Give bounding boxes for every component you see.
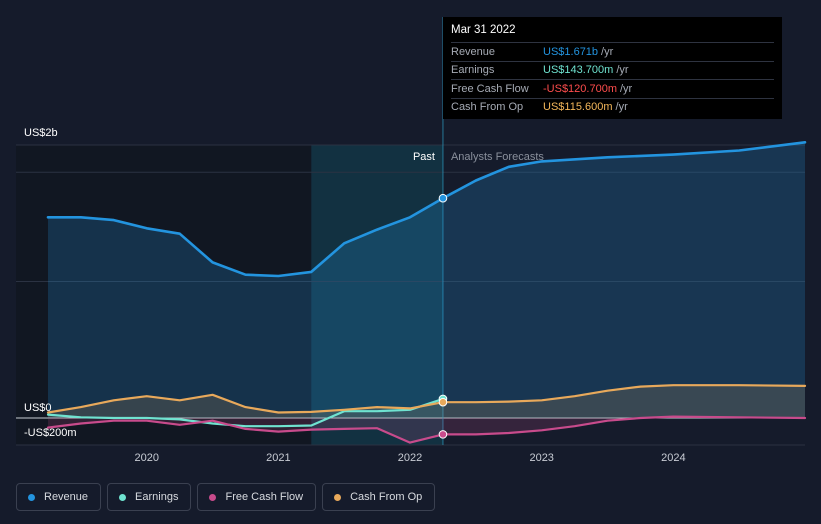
tooltip-label: Free Cash Flow (451, 82, 529, 95)
y-label-top: US$2b (24, 127, 58, 139)
tooltip-label: Cash From Op (451, 101, 524, 114)
tooltip-value: US$1.671b (543, 45, 599, 58)
tooltip-value: -US$120.700m (543, 82, 617, 95)
cash-from-op-line (46, 384, 807, 414)
cash-from-op-marker (438, 397, 448, 407)
x-tick-label: 2022 (398, 452, 422, 464)
tooltip-label: Revenue (451, 45, 496, 58)
earnings-line (46, 397, 445, 428)
legend-item-free-cash-flow[interactable]: Free Cash Flow (197, 483, 317, 511)
tooltip-row-cash-from-op: Cash From Op US$115.600m /yr (451, 97, 774, 117)
past-label: Past (413, 151, 435, 163)
tooltip-value: US$115.600m (543, 101, 613, 114)
legend-label: Cash From Op (350, 491, 423, 503)
tooltip: Mar 31 2022 Revenue US$1.671b /yr Earnin… (443, 17, 782, 119)
x-tick-label: 2020 (134, 452, 158, 464)
free-cash-flow-marker (438, 430, 448, 439)
legend-item-cash-from-op[interactable]: Cash From Op (322, 483, 436, 511)
x-tick-label: 2024 (661, 452, 685, 464)
y-label-bottom: -US$200m (24, 427, 77, 439)
forecast-label: Analysts Forecasts (451, 151, 544, 163)
tooltip-date: Mar 31 2022 (451, 24, 516, 36)
tooltip-row-earnings: Earnings US$143.700m /yr (451, 60, 774, 80)
tooltip-row-free-cash-flow: Free Cash Flow -US$120.700m /yr (451, 79, 774, 98)
free-cash-flow-line (46, 415, 807, 444)
x-tick-label: 2023 (529, 452, 553, 464)
tooltip-row-revenue: Revenue US$1.671b /yr (451, 42, 774, 61)
legend: Revenue Earnings Free Cash Flow Cash Fro… (16, 483, 441, 511)
legend-dot-icon (209, 493, 217, 501)
tooltip-unit: /yr (616, 64, 629, 77)
tooltip-value: US$143.700m (543, 64, 614, 77)
revenue-area (48, 142, 805, 419)
legend-item-earnings[interactable]: Earnings (107, 483, 192, 511)
tooltip-unit: /yr (620, 82, 633, 95)
revenue-line (46, 141, 807, 278)
cash-from-op-area (48, 385, 805, 418)
legend-dot-icon (334, 493, 342, 501)
legend-label: Revenue (44, 491, 89, 503)
highlight-region (311, 145, 443, 445)
tooltip-unit: /yr (601, 45, 614, 58)
legend-label: Free Cash Flow (225, 491, 304, 503)
free-cash-flow-area (48, 416, 805, 443)
x-tick-label: 2021 (266, 452, 290, 464)
legend-dot-icon (119, 493, 127, 501)
legend-item-revenue[interactable]: Revenue (16, 483, 102, 511)
revenue-marker (438, 193, 448, 203)
legend-dot-icon (28, 493, 35, 501)
tooltip-unit: /yr (615, 101, 628, 114)
past-region (16, 145, 312, 445)
legend-label: Earnings (135, 491, 179, 503)
y-label-zero: US$0 (24, 402, 52, 414)
tooltip-label: Earnings (451, 64, 495, 77)
